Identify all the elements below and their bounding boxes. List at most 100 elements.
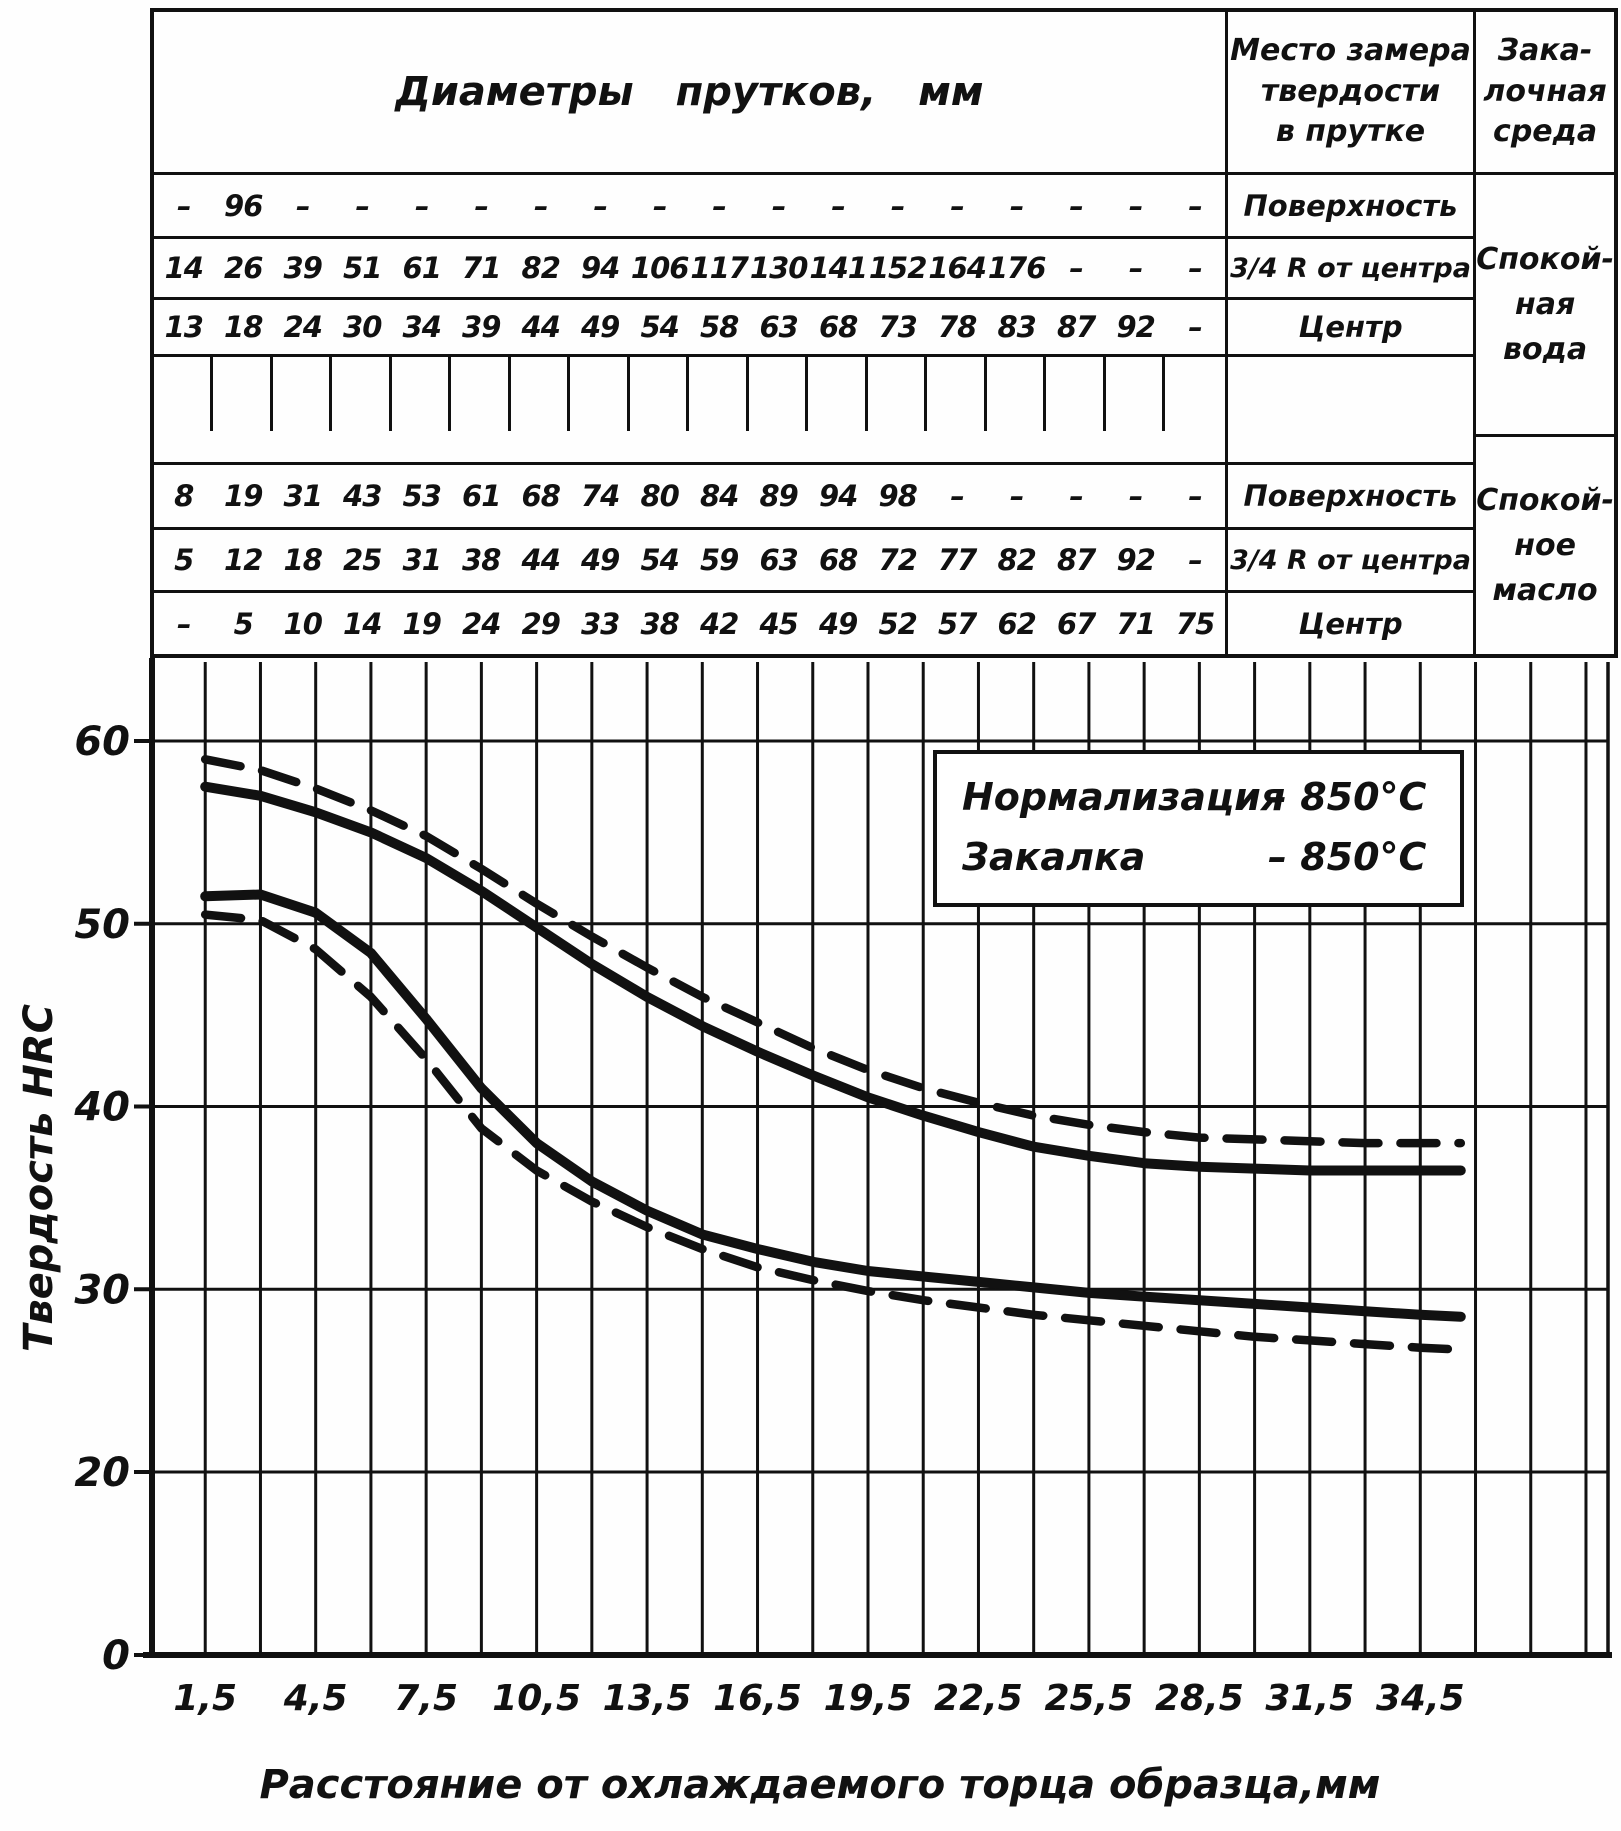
table-cell: – (950, 188, 964, 223)
number-row-oil-center: – 5 10 14 19 24 29 33 38 42 45 49 52 57 62 67 71 75 (154, 590, 1225, 654)
table-cell: 49 (818, 606, 858, 641)
column-tick (213, 357, 273, 431)
column-tick (511, 357, 571, 431)
table-cell: 63 (759, 310, 798, 344)
y-tick-label: 50 (74, 902, 130, 948)
table-cell: – (474, 188, 488, 223)
table-cell: 176 (987, 251, 1047, 285)
table-cell: 14 (343, 606, 382, 641)
diameters-table: Диаметры прутков, мм –96– – – – – – – – – – – – – – – –… (150, 8, 1618, 658)
table-cell: – (593, 188, 607, 223)
column-tick (570, 357, 630, 431)
column-tick (392, 357, 452, 431)
column-tick (987, 357, 1047, 431)
table-cell: 49 (581, 543, 620, 577)
table-cell: 53 (402, 479, 442, 513)
diameters-columns: Диаметры прутков, мм –96– – – – – – – – – – – – – – – –… (154, 12, 1228, 654)
table-cell: – (1188, 188, 1202, 223)
table-cell: – (831, 188, 845, 223)
table-cell: 49 (581, 310, 620, 344)
table-cell: 89 (759, 479, 798, 513)
legend-label: Нормализация (962, 775, 1285, 819)
table-cell: – (176, 606, 191, 641)
table-cell: – (950, 479, 964, 513)
x-tick-label: 28,5 (1155, 1678, 1244, 1719)
column-tick (1046, 357, 1106, 431)
medium-cell-water: Спокой- ная вода (1476, 172, 1614, 434)
place-label: Поверхность (1227, 172, 1474, 236)
table-cell: 19 (402, 606, 442, 641)
table-cell: 117 (690, 251, 749, 285)
table-cell: 73 (878, 310, 917, 344)
table-cell: 26 (224, 251, 263, 285)
column-tick (332, 357, 392, 431)
table-cell: 96 (224, 188, 263, 223)
table-cell: – (176, 188, 191, 223)
table-cell: 80 (640, 479, 680, 513)
y-tick-label: 20 (74, 1450, 130, 1496)
table-cell: 54 (640, 543, 680, 577)
table-header-place: Место замера твердости в прутке (1230, 33, 1471, 150)
table-cell: 14 (164, 251, 204, 285)
legend-label: Закалка (961, 835, 1145, 879)
table-cell: 38 (640, 606, 680, 641)
x-tick-label: 31,5 (1265, 1678, 1354, 1719)
table-cell: 24 (283, 310, 323, 344)
column-tick (927, 357, 987, 431)
table-cell: 71 (462, 251, 501, 285)
table-cell: 92 (1116, 310, 1155, 344)
table-cell: – (295, 188, 310, 223)
quench-medium-column: Зака- лочная среда Спокой- ная вода Спок… (1476, 12, 1614, 654)
x-tick-label: 7,5 (394, 1678, 458, 1719)
column-tick (868, 357, 928, 431)
table-cell: 61 (462, 479, 501, 513)
table-cell: 141 (809, 251, 868, 285)
table-cell: 43 (343, 479, 382, 513)
table-cell: – (1069, 188, 1083, 223)
table-cell: – (1188, 543, 1202, 577)
table-cell: 87 (1056, 310, 1096, 344)
table-cell: 34 (402, 310, 442, 344)
table-cell: 10 (283, 606, 323, 641)
table-cell: – (652, 188, 667, 223)
table-cell: 39 (462, 310, 501, 344)
table-cell: 57 (937, 606, 977, 641)
table-cell: 62 (997, 606, 1036, 641)
table-cell: 106 (630, 251, 690, 285)
column-tick (154, 357, 214, 431)
tick-spacer-row (154, 354, 1225, 462)
table-cell: 12 (224, 543, 263, 577)
table-cell: 94 (581, 251, 620, 285)
table-cell: 5 (174, 543, 194, 577)
table-cell: – (1188, 479, 1202, 513)
curve-solid (200, 781, 1466, 1176)
table-cell: 54 (640, 310, 680, 344)
table-cell: 44 (521, 543, 561, 577)
table-cell: 13 (164, 310, 204, 344)
table-cell: – (890, 188, 905, 223)
table-header-medium: Зака- лочная среда (1483, 33, 1607, 150)
table-cell: 8 (174, 479, 194, 513)
number-row-water-34r: 14 26 39 51 61 71 82 94 106 117 130 141 152 164 176– – – (154, 236, 1225, 297)
place-label-empty (1227, 354, 1474, 462)
table-cell: 92 (1116, 543, 1155, 577)
table-cell: 58 (700, 310, 739, 344)
table-cell: 33 (581, 606, 620, 641)
x-tick-label: 13,5 (603, 1678, 692, 1719)
curve-solid (200, 889, 1466, 1322)
table-cell: 82 (997, 543, 1036, 577)
table-cell: 42 (700, 606, 739, 641)
table-cell: 82 (521, 251, 561, 285)
table-cell: 25 (343, 543, 382, 577)
column-tick (630, 357, 690, 431)
measure-place-column: Место замера твердости в прутке Поверхно… (1227, 12, 1477, 654)
y-tick-label: 60 (74, 719, 130, 765)
hardenability-chart: 0 20 30 40 50 60 1,5 4,5 7,5 10,5 13,5 16,5 19,5 22,5… (0, 658, 1621, 1831)
legend-value: – 850°С (1268, 775, 1427, 819)
table-cell: – (712, 188, 726, 223)
table-cell: 72 (878, 543, 917, 577)
table-cell: 63 (759, 543, 798, 577)
column-tick (749, 357, 809, 431)
y-axis-title: Твердость HRC (16, 1004, 62, 1352)
x-tick-label: 16,5 (713, 1678, 802, 1719)
